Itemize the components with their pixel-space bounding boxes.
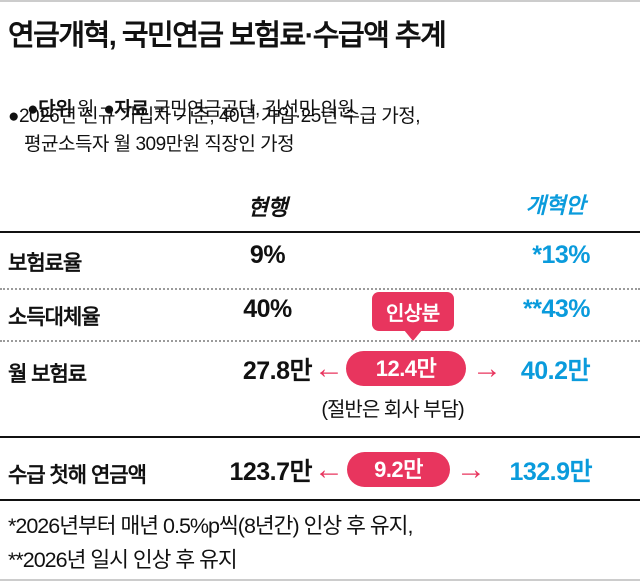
- unit-label: ●단위: [27, 99, 73, 120]
- chart-title: 연금개혁, 국민연금 보험료·수급액 추계: [8, 20, 447, 52]
- divider-solid-3: [0, 499, 640, 501]
- unit-value: 원: [72, 99, 104, 120]
- value-current-premium-rate: 9%: [249, 241, 286, 269]
- top-border: [0, 0, 640, 2]
- assumption-line-2: 평균소득자 월 309만원 직장인 가정: [24, 134, 295, 155]
- row-label-replacement-rate: 소득대체율: [8, 306, 101, 329]
- value-reform-replacement-rate: **43%: [523, 295, 591, 323]
- column-header-current: 현행: [247, 195, 288, 220]
- value-reform-premium-rate: *13%: [532, 241, 590, 269]
- source-label: ●자료: [103, 99, 149, 120]
- row-label-first-year-pension: 수급 첫해 연금액: [8, 464, 147, 487]
- source-value: 국민연금공단, 김선민 의원: [148, 99, 355, 120]
- column-header-reform: 개혁안: [525, 193, 586, 218]
- row-label-premium-rate: 보험료율: [8, 252, 82, 275]
- value-current-first-year-pension: 123.7만: [229, 458, 312, 486]
- value-current-replacement-rate: 40%: [243, 295, 292, 323]
- increase-pill-first-year-pension: 9.2만: [347, 452, 450, 487]
- increase-pill-monthly-premium: 12.4만: [346, 351, 466, 386]
- bottom-border: [0, 579, 640, 581]
- row-label-monthly-premium: 월 보험료: [8, 363, 87, 386]
- footnote-1: *2026년부터 매년 0.5%p씩(8년간) 인상 후 유지,: [8, 514, 413, 538]
- company-share-note: (절반은 회사 부담): [321, 399, 464, 421]
- increase-badge-label: 인상분: [372, 292, 454, 331]
- arrow-right-icon: →: [456, 453, 486, 486]
- divider-dotted-1: [0, 288, 640, 290]
- increase-badge: 인상분: [372, 292, 454, 341]
- assumption-line-1: ●2026년 신규 가입자 기준, 40년 가입·25년 수급 가정,: [8, 106, 421, 127]
- divider-solid-1: [0, 231, 640, 233]
- divider-dotted-2: [0, 340, 640, 342]
- value-reform-first-year-pension: 132.9만: [509, 458, 592, 486]
- divider-solid-2: [0, 436, 640, 438]
- meta-unit-source: ●단위 원 ●자료 국민연금공단, 김선민 의원: [8, 72, 355, 143]
- arrow-left-icon: ←: [314, 352, 344, 385]
- value-current-monthly-premium: 27.8만: [242, 357, 313, 385]
- arrow-left-icon: ←: [314, 453, 344, 486]
- increase-badge-pointer-icon: [403, 330, 422, 341]
- arrow-right-icon: →: [472, 352, 502, 385]
- value-reform-monthly-premium: 40.2만: [520, 357, 591, 385]
- footnote-2: **2026년 일시 인상 후 유지: [8, 548, 238, 572]
